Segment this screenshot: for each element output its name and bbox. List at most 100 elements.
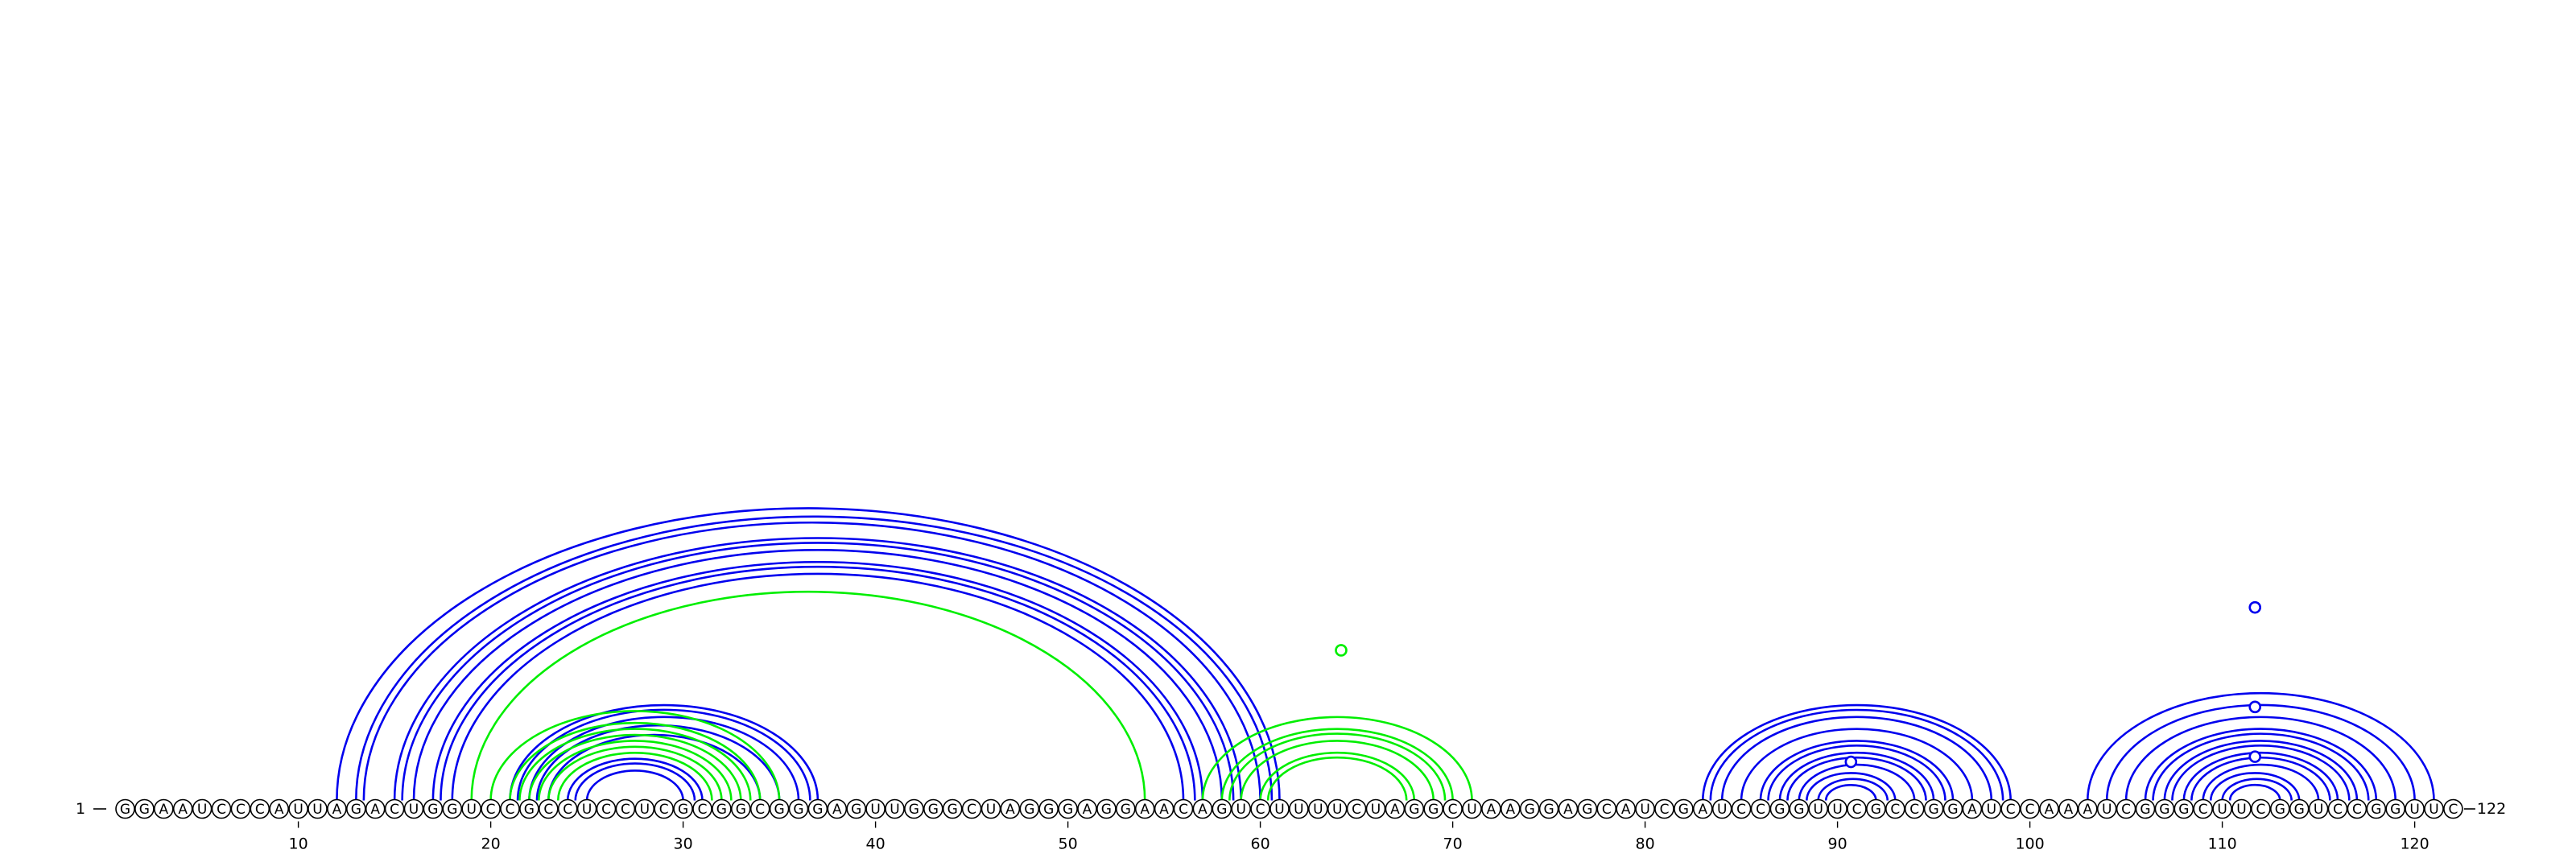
nucleotide-letter: G (1428, 802, 1439, 818)
nucleotide-circle (1577, 798, 1598, 819)
nucleotide-letter: A (159, 802, 168, 818)
base-pair-arc (1228, 732, 1447, 801)
nucleotide-letter: C (1352, 802, 1361, 818)
nucleotide-circle (1501, 798, 1521, 819)
nucleotide-circle (865, 798, 886, 819)
nucleotide-circle (230, 798, 251, 819)
base-pair-arc (556, 751, 713, 801)
position-tick-label: 10 (289, 835, 308, 853)
pair-marker (1844, 755, 1858, 769)
nucleotide-circle (1462, 798, 1482, 819)
base-pair-arc (509, 721, 762, 801)
base-pair-arc (2171, 745, 2351, 801)
nucleotide-circle (2347, 798, 2368, 819)
nucleotide-circle (788, 798, 809, 819)
base-pair-arc (1759, 740, 1955, 801)
nucleotide-letter: G (1024, 802, 1034, 818)
nucleotide-letter: A (1159, 802, 1169, 818)
base-pair-arc (538, 740, 733, 801)
nucleotide: U (192, 798, 213, 819)
nucleotide-letter: C (659, 802, 669, 818)
position-tick-label: 60 (1251, 835, 1270, 853)
base-pair-arc (1240, 740, 1435, 801)
base-pair-arc (2152, 732, 2370, 801)
nucleotide-letter: U (1294, 802, 1303, 818)
nucleotide: A (269, 798, 290, 819)
nucleotide: U (1231, 798, 1251, 819)
nucleotide: U (1808, 798, 1828, 819)
base-pair-arc (509, 703, 819, 801)
nucleotide: G (1096, 798, 1117, 819)
nucleotide-circle (2135, 798, 2156, 819)
nucleotide-letter: G (1544, 802, 1554, 818)
nucleotide: G (2270, 798, 2290, 819)
nucleotide: G (2289, 798, 2310, 819)
base-pair-arc (2182, 751, 2339, 801)
nucleotide-circle (288, 798, 308, 819)
nucleotide: G (2366, 798, 2387, 819)
nucleotide-letter: A (2045, 802, 2054, 818)
nucleotide: C (615, 798, 636, 819)
nucleotide-letter: G (736, 802, 746, 818)
nucleotide-letter: C (698, 802, 708, 818)
base-pair-arc (393, 537, 1242, 801)
nucleotide-circle (2116, 798, 2136, 819)
nucleotide-letter: A (1083, 802, 1092, 818)
nucleotide: C (538, 798, 559, 819)
nucleotide-circle (2096, 798, 2117, 819)
nucleotide: C (1250, 798, 1270, 819)
nucleotide-letter: A (1967, 802, 1977, 818)
nucleotide-circle (192, 798, 213, 819)
nucleotide: C (2251, 798, 2271, 819)
base-pair-arcs (336, 507, 2435, 801)
nucleotide-letter: U (2217, 802, 2227, 818)
nucleotide: A (2039, 798, 2059, 819)
nucleotide: A (827, 798, 848, 819)
nucleotide: G (1212, 798, 1232, 819)
nucleotide-circle (634, 798, 655, 819)
base-pair-arc (336, 507, 1281, 801)
nucleotide: G (807, 798, 828, 819)
nucleotide: A (2058, 798, 2079, 819)
nucleotide-circle (980, 798, 1001, 819)
nucleotide-circle (423, 798, 444, 819)
nucleotide: U (403, 798, 424, 819)
sequence-end-label: 122 (2477, 800, 2506, 818)
nucleotide: U (2405, 798, 2425, 819)
nucleotide-letter: A (1198, 802, 1208, 818)
nucleotide: G (1577, 798, 1598, 819)
nucleotide: G (1404, 798, 1425, 819)
nucleotide: A (327, 798, 347, 819)
nucleotide-letter: C (1660, 802, 1670, 818)
nucleotide-circle (115, 798, 135, 819)
nucleotide-letter: U (1987, 802, 1996, 818)
nucleotide-circle (1769, 798, 1790, 819)
nucleotide-circle (2020, 798, 2040, 819)
nucleotide-letter: U (1467, 802, 1476, 818)
nucleotide-letter: U (312, 802, 322, 818)
nucleotide: C (961, 798, 982, 819)
nucleotide-letter: A (832, 802, 842, 818)
base-pair-arc (1702, 703, 2012, 801)
nucleotide: G (942, 798, 963, 819)
nucleotide-circle (2212, 798, 2232, 819)
base-pair-arc (535, 724, 781, 801)
nucleotide-letter: G (524, 802, 535, 818)
nucleotide-circle (2405, 798, 2425, 819)
nucleotide-letter: A (2064, 802, 2074, 818)
nucleotide-letter: G (678, 802, 688, 818)
nucleotide-circle (345, 798, 366, 819)
nucleotide: G (2154, 798, 2175, 819)
nucleotide: G (115, 798, 135, 819)
nucleotide-circle (1308, 798, 1328, 819)
base-pair-arc (528, 733, 742, 801)
nucleotide-circle (1443, 798, 1463, 819)
nucleotide-letter: G (716, 802, 727, 818)
nucleotide: C (1750, 798, 1771, 819)
nucleotide: U (1269, 798, 1290, 819)
position-tick-label: 100 (2015, 835, 2044, 853)
nucleotide-letter: U (1274, 802, 1284, 818)
nucleotide-letter: C (1736, 802, 1746, 818)
position-tick-label: 80 (1636, 835, 1655, 853)
position-tick-label: 70 (1443, 835, 1463, 853)
